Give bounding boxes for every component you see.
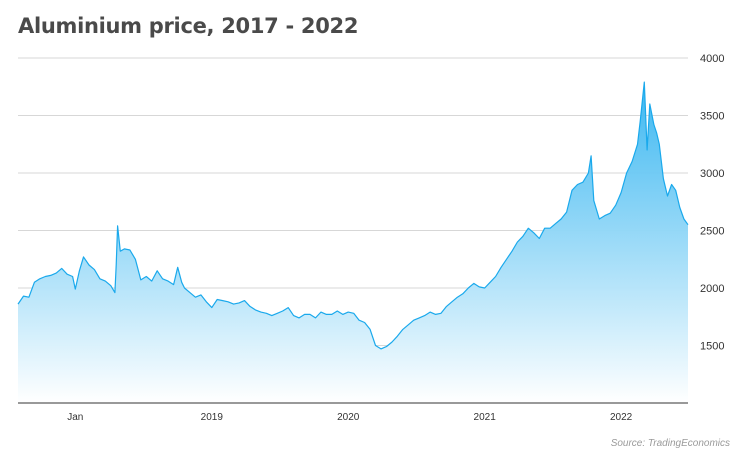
y-tick-label: 3000 (700, 168, 724, 180)
y-tick-label: 2000 (700, 283, 724, 295)
x-axis-ticks: Jan 2019 2020 2021 2022 (67, 412, 632, 423)
x-tick-label: 2021 (474, 412, 497, 423)
source-note: Source: TradingEconomics (610, 438, 730, 449)
y-tick-label: 1500 (700, 341, 724, 353)
x-tick-label: Jan (67, 412, 83, 423)
x-tick-label: 2019 (201, 412, 224, 423)
chart-title: Aluminium price, 2017 - 2022 (18, 14, 359, 38)
x-tick-label: 2022 (610, 412, 633, 423)
y-tick-label: 4000 (700, 53, 724, 65)
price-line (17, 81, 689, 350)
y-axis-ticks: 1500 2000 2500 3000 3500 4000 (700, 53, 724, 353)
y-tick-label: 3500 (700, 111, 724, 123)
price-area (18, 82, 688, 403)
x-tick-label: 2020 (337, 412, 360, 423)
y-tick-label: 2500 (700, 226, 724, 238)
